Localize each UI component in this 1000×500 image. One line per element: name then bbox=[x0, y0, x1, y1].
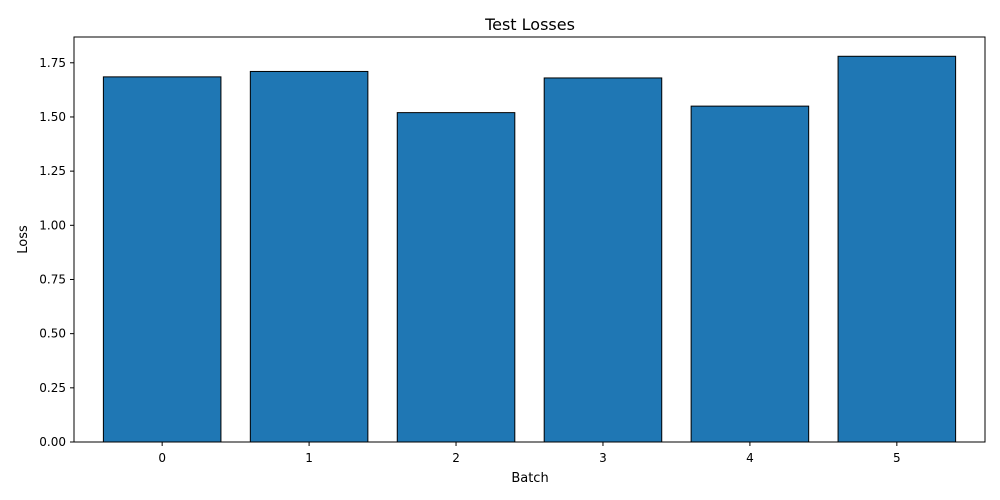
chart-title: Test Losses bbox=[484, 15, 575, 34]
y-tick-label: 1.50 bbox=[39, 110, 66, 124]
y-tick-label: 1.00 bbox=[39, 218, 66, 232]
y-tick-label: 0.50 bbox=[39, 327, 66, 341]
bar-3 bbox=[543, 77, 663, 443]
x-tick-label: 2 bbox=[452, 451, 460, 465]
x-axis-label: Batch bbox=[511, 471, 548, 486]
plot-frame bbox=[73, 36, 986, 443]
bars-group bbox=[102, 55, 957, 443]
x-axis-ticks: 0 1 2 3 4 5 bbox=[158, 442, 901, 465]
y-tick-label: 0.75 bbox=[39, 272, 66, 286]
y-tick-label: 1.25 bbox=[39, 164, 66, 178]
bar-1 bbox=[249, 70, 369, 443]
x-tick-label: 3 bbox=[599, 451, 607, 465]
x-tick-label: 4 bbox=[746, 451, 754, 465]
y-tick-label: 0.00 bbox=[39, 435, 66, 449]
bar-5 bbox=[837, 55, 957, 443]
y-tick-label: 0.25 bbox=[39, 381, 66, 395]
bar-2 bbox=[396, 112, 516, 443]
y-axis-ticks: 0.00 0.25 0.50 0.75 1.00 1.25 1.50 1.75 bbox=[39, 56, 74, 449]
x-tick-label: 1 bbox=[305, 451, 313, 465]
x-tick-label: 5 bbox=[893, 451, 901, 465]
bar-4 bbox=[690, 105, 810, 443]
y-axis-label: Loss bbox=[16, 225, 31, 254]
x-tick-label: 0 bbox=[158, 451, 166, 465]
bar-0 bbox=[102, 76, 222, 443]
y-tick-label: 1.75 bbox=[39, 56, 66, 70]
